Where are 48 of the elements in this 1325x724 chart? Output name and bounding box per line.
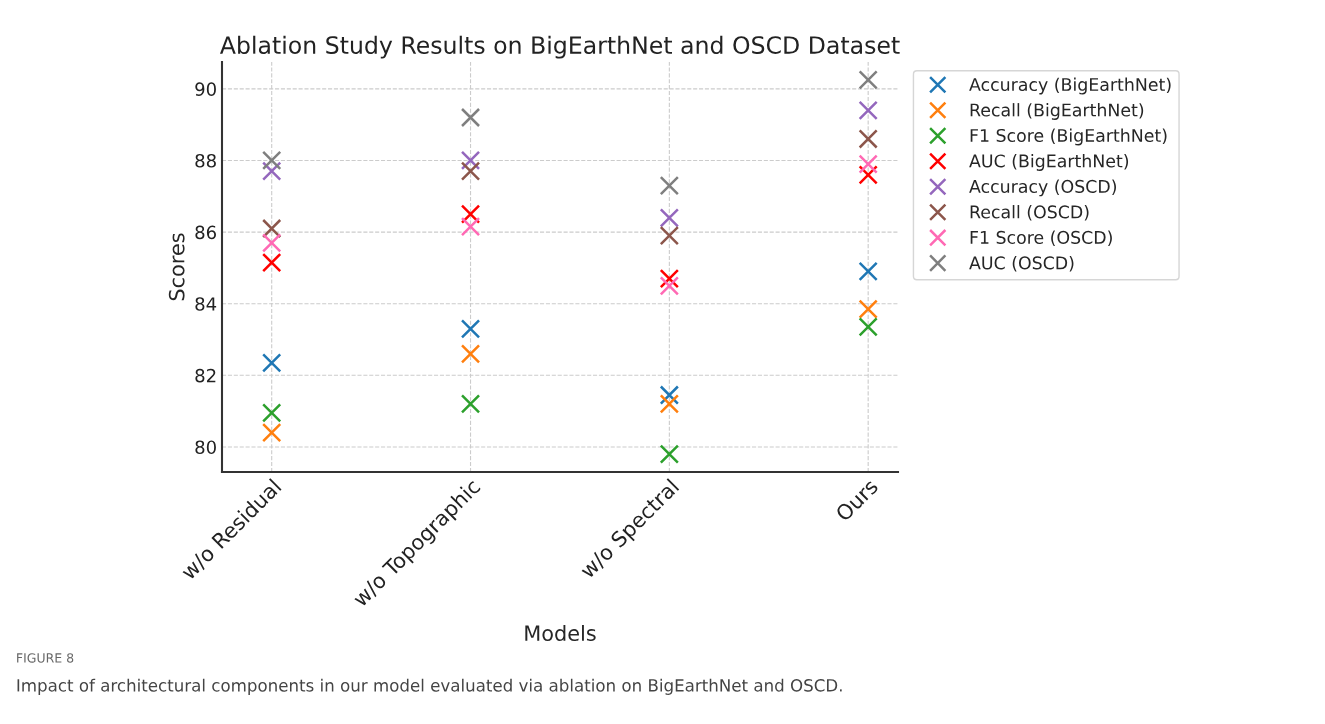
x-axis-title: Models [525, 624, 596, 642]
y-axis-title: Scores [168, 233, 185, 301]
point [261, 150, 282, 171]
point [858, 70, 878, 90]
legend-label: F1 Score (BigEarthNet) [970, 128, 1167, 146]
point [261, 403, 282, 423]
point [261, 233, 282, 253]
point [460, 107, 481, 128]
point [659, 225, 680, 246]
legend-label: AUC (OSCD) [969, 256, 1074, 272]
point [659, 394, 680, 414]
y-tick-label: 86 [195, 225, 216, 240]
legend-label: AUC (BigEarthNet) [969, 154, 1129, 171]
point [261, 218, 282, 239]
chart-title: Ablation Study Results on BigEarthNet and OSCD Dataset [219, 35, 900, 59]
point [659, 276, 680, 296]
point [460, 204, 481, 224]
point [460, 150, 481, 171]
y-tick-label: 88 [195, 153, 216, 168]
caption: FIGURE 8 [17, 653, 74, 663]
point [460, 161, 481, 181]
y-tick-label: 90 [195, 82, 216, 96]
legend-label: Recall (OSCD) [970, 205, 1089, 221]
point [858, 100, 878, 121]
legend-label: Accuracy (OSCD) [969, 179, 1117, 197]
y-tick-label: 84 [195, 297, 217, 311]
y-tick-label: 82 [195, 368, 216, 383]
y-tick-label: 80 [195, 440, 216, 455]
point [858, 261, 878, 282]
point [460, 394, 481, 414]
point [858, 299, 878, 319]
legend-label: Accuracy (BigEarthNet) [969, 77, 1171, 95]
point [261, 252, 282, 273]
point [858, 129, 878, 149]
point [460, 344, 481, 364]
point [858, 317, 878, 337]
point [460, 319, 481, 339]
legend-label: Recall (BigEarthNet) [970, 103, 1144, 120]
legend-label: F1 Score (OSCD) [970, 230, 1112, 246]
point [659, 175, 680, 196]
point [858, 154, 878, 174]
point [460, 216, 481, 237]
point [659, 385, 680, 405]
point [659, 444, 680, 464]
text: Impact of architectural components in our model evaluated via ablation on BigEarthNet and OSCD. [17, 678, 842, 695]
point [261, 422, 282, 443]
point [261, 353, 282, 373]
point [659, 208, 680, 228]
